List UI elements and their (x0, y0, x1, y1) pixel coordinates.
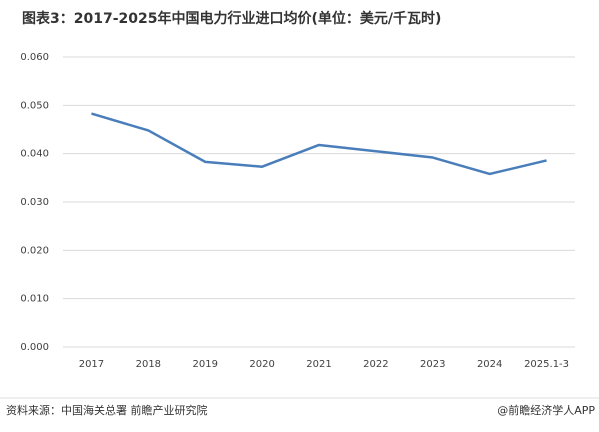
y-tick-label: 0.040 (20, 149, 49, 160)
chart-title: 图表3：2017-2025年中国电力行业进口均价(单位：美元/千瓦时) (22, 10, 441, 27)
x-tick-label: 2020 (249, 359, 274, 370)
x-tick-label: 2025.1-3 (524, 359, 569, 370)
source: 资料来源：中国海关总署 前瞻产业研究院 (6, 403, 208, 417)
y-tick-label: 0.050 (20, 100, 49, 111)
x-tick-label: 2023 (420, 359, 445, 370)
x-tick-label: 2022 (363, 359, 388, 370)
credit: @前瞻经济学人APP (497, 403, 595, 417)
x-tick-label: 2017 (79, 359, 104, 370)
x-tick-label: 2021 (306, 359, 331, 370)
x-tick-label: 2018 (136, 359, 161, 370)
y-tick-label: 0.060 (20, 52, 49, 63)
y-tick-label: 0.020 (20, 245, 49, 256)
x-tick-label: 2024 (477, 359, 502, 370)
y-tick-label: 0.030 (20, 197, 49, 208)
x-tick-label: 2019 (192, 359, 217, 370)
y-tick-label: 0.000 (20, 342, 49, 353)
data-line (91, 112, 547, 176)
y-tick-label: 0.010 (20, 294, 49, 305)
